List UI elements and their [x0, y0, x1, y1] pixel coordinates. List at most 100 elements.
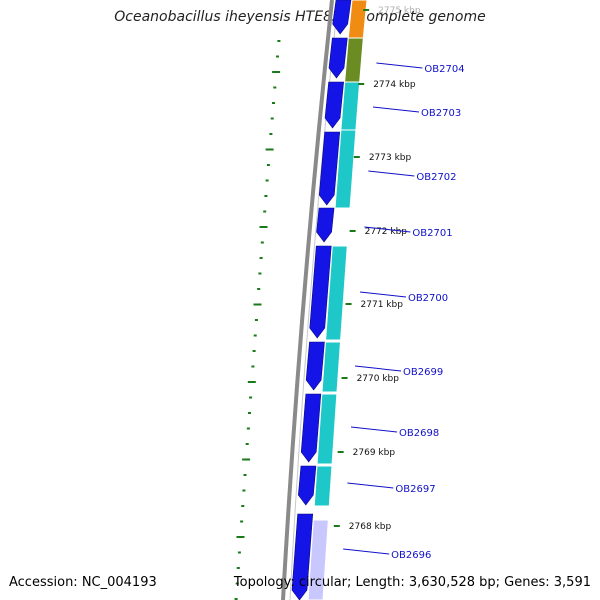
kbp-tick — [353, 156, 360, 158]
forward-cds-arrow — [309, 245, 332, 339]
kbp-label: 2768 kbp — [349, 522, 392, 532]
kbp-tick — [341, 377, 348, 379]
gene-leader-line — [372, 106, 420, 113]
tick-mark — [273, 86, 277, 89]
forward-cds-arrow — [300, 393, 322, 463]
tick-mark — [276, 55, 279, 58]
kbp-tick — [333, 525, 340, 527]
gene-leader-line — [359, 291, 407, 298]
gene-label: OB2703 — [421, 108, 461, 119]
tick-mark — [259, 226, 268, 228]
kbp-label: 2775 kbp — [378, 6, 421, 16]
tick-mark — [259, 257, 263, 259]
tick-mark — [234, 598, 238, 600]
gene-label-layer: OB2704 OB2703 OB2702 OB2701 OB2700 OB2699 OB26… — [343, 62, 465, 561]
accession-text: Accession: NC_004193 — [9, 575, 157, 590]
gene-leader-line — [368, 170, 415, 177]
forward-cds-arrow — [324, 81, 344, 129]
gene-label: OB2702 — [416, 172, 456, 183]
tick-mark — [252, 350, 256, 352]
forward-cds-arrow — [332, 0, 352, 35]
tick-mark — [254, 319, 258, 321]
kbp-label: 2774 kbp — [373, 80, 416, 90]
tick-mark — [253, 303, 262, 306]
tick-mark — [265, 148, 274, 151]
tick-mark — [248, 412, 251, 414]
feature-track — [291, 0, 368, 600]
forward-cds-arrow — [328, 37, 348, 79]
tick-mark — [269, 133, 273, 135]
gene-label: OB2698 — [399, 428, 439, 439]
tick-mark — [264, 195, 268, 197]
gene-leader-line — [354, 365, 402, 372]
gene-label: OB2697 — [395, 484, 435, 495]
tick-mark — [245, 443, 249, 445]
genome-summary-text: Topology: circular; Length: 3,630,528 bp… — [233, 575, 591, 590]
forward-cds-arrow — [291, 513, 314, 600]
gene-label: OB2696 — [391, 550, 431, 561]
reverse-cds-box — [316, 393, 338, 465]
tick-mark — [263, 210, 267, 213]
gene-label: OB2704 — [424, 64, 464, 75]
backbone-line — [281, 0, 334, 600]
kbp-label: 2772 kbp — [365, 227, 408, 237]
tick-mark — [251, 365, 255, 368]
kbp-label: 2773 kbp — [369, 153, 412, 163]
reverse-cds-box — [325, 245, 348, 341]
kbp-tick — [358, 83, 365, 85]
tick-mark — [240, 520, 244, 523]
tick-mark — [258, 272, 262, 275]
kbp-tick — [349, 230, 356, 232]
olive-cds-box — [344, 37, 364, 83]
reverse-cds-box — [340, 81, 361, 131]
forward-cds-arrow — [316, 207, 335, 243]
gene-label: OB2700 — [408, 293, 448, 304]
reverse-cds-box — [321, 341, 342, 393]
tick-mark — [236, 536, 245, 538]
kbp-label: 2769 kbp — [353, 448, 396, 458]
reverse-cds-box — [313, 465, 333, 507]
tick-mark — [242, 458, 251, 461]
tick-mark — [235, 582, 239, 585]
gene-leader-line — [347, 482, 394, 489]
tick-mark — [236, 567, 240, 569]
kbp-label: 2770 kbp — [357, 374, 400, 384]
kbp-tick — [337, 451, 344, 453]
tick-ruler — [234, 40, 281, 600]
tick-mark — [243, 474, 247, 476]
tick-mark — [277, 40, 281, 42]
tick-mark — [253, 334, 257, 337]
tick-mark — [265, 179, 269, 182]
tick-mark — [260, 241, 264, 244]
tick-mark — [266, 164, 270, 166]
faint-cds-box — [307, 519, 329, 600]
tick-mark — [247, 381, 256, 383]
gene-leader-line — [343, 548, 390, 555]
tick-mark — [242, 489, 246, 492]
kbp-label: 2771 kbp — [361, 300, 404, 310]
tick-mark — [237, 551, 241, 554]
forward-cds-arrow — [305, 341, 325, 391]
kbp-scale: 2775 kbp 2774 kbp 2773 kbp 2772 kbp 2771 kbp… — [333, 6, 421, 532]
map-title: Oceanobacillus iheyensis HTE831, complet… — [114, 9, 486, 25]
tick-mark — [272, 71, 281, 73]
kbp-tick — [345, 303, 352, 305]
tick-mark — [249, 396, 253, 399]
orange-cds-box — [347, 0, 368, 39]
tick-mark — [272, 102, 275, 104]
tick-mark — [270, 117, 274, 120]
forward-cds-arrow — [298, 465, 317, 506]
reverse-cds-box — [334, 129, 357, 209]
gene-leader-line — [364, 226, 411, 233]
gene-leader-line — [350, 426, 398, 433]
forward-cds-arrow — [318, 131, 341, 206]
tick-mark — [246, 427, 250, 430]
gene-leader-line — [376, 62, 423, 69]
gene-label: OB2699 — [403, 367, 443, 378]
tick-mark — [241, 505, 245, 507]
tick-mark — [257, 288, 261, 290]
kbp-tick — [363, 9, 370, 11]
gene-label: OB2701 — [412, 228, 452, 239]
